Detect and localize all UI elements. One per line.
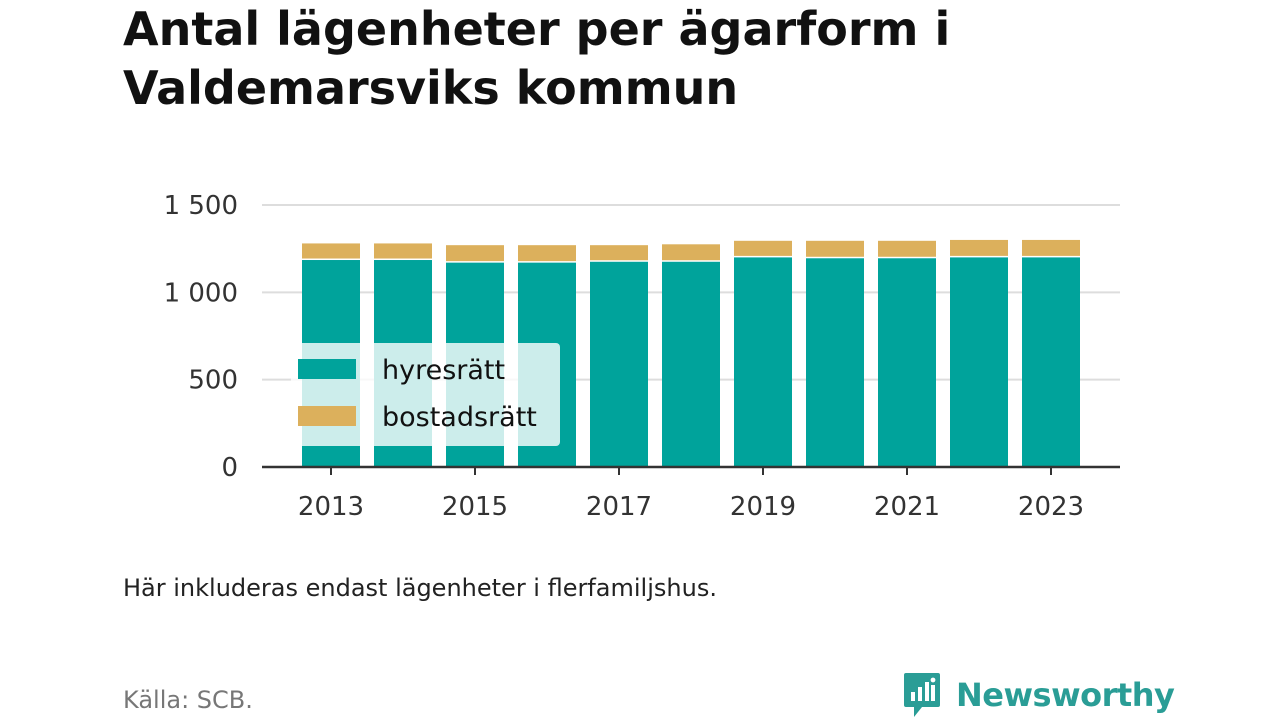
source-label: Källa: SCB. — [123, 686, 253, 714]
bar-bostadsratt — [806, 240, 864, 257]
bar-bostadsratt — [878, 240, 936, 257]
legend-label-hyresratt: hyresrätt — [382, 355, 505, 386]
bar-bostadsratt — [950, 239, 1008, 256]
x-tick-label: 2013 — [298, 492, 364, 522]
x-tick-label: 2019 — [730, 492, 796, 522]
bar-bostadsratt — [374, 243, 432, 259]
y-tick-label: 1 000 — [164, 278, 238, 308]
legend-swatch-bostadsratt — [298, 406, 356, 426]
bar-hyresratt — [1022, 257, 1080, 467]
y-tick-label: 1 500 — [164, 191, 238, 221]
legend-swatch-hyresratt — [298, 359, 356, 379]
bar-bostadsratt — [1022, 239, 1080, 256]
chart-title-line-1: Antal lägenheter per ägarform i — [123, 2, 951, 56]
brand-name: Newsworthy — [956, 676, 1175, 714]
bar-bostadsratt — [590, 245, 648, 261]
x-tick-label: 2021 — [874, 492, 940, 522]
bar-hyresratt — [950, 257, 1008, 467]
y-tick-label: 0 — [221, 453, 238, 483]
bar-hyresratt — [590, 261, 648, 467]
y-tick-label: 500 — [188, 366, 238, 396]
bar-bostadsratt — [446, 245, 504, 262]
bar-bostadsratt — [302, 243, 360, 259]
bar-bostadsratt — [734, 240, 792, 256]
bar-hyresratt — [878, 258, 936, 467]
chart-note: Här inkluderas endast lägenheter i flerf… — [123, 574, 717, 602]
bar-bostadsratt — [518, 245, 576, 262]
bar-hyresratt — [662, 261, 720, 467]
chart-title: Antal lägenheter per ägarform i Valdemar… — [123, 0, 1163, 118]
bar-bostadsratt — [662, 244, 720, 261]
legend-label-bostadsratt: bostadsrätt — [382, 402, 537, 433]
legend-box — [291, 343, 560, 446]
bar-hyresratt — [734, 257, 792, 467]
chart-title-line-2: Valdemarsviks kommun — [123, 61, 739, 115]
x-tick-label: 2023 — [1018, 492, 1084, 522]
x-tick-label: 2017 — [586, 492, 652, 522]
bar-hyresratt — [806, 258, 864, 467]
newsworthy-logo-icon — [904, 673, 940, 717]
x-tick-label: 2015 — [442, 492, 508, 522]
brand-logo: Newsworthy — [902, 670, 1175, 720]
